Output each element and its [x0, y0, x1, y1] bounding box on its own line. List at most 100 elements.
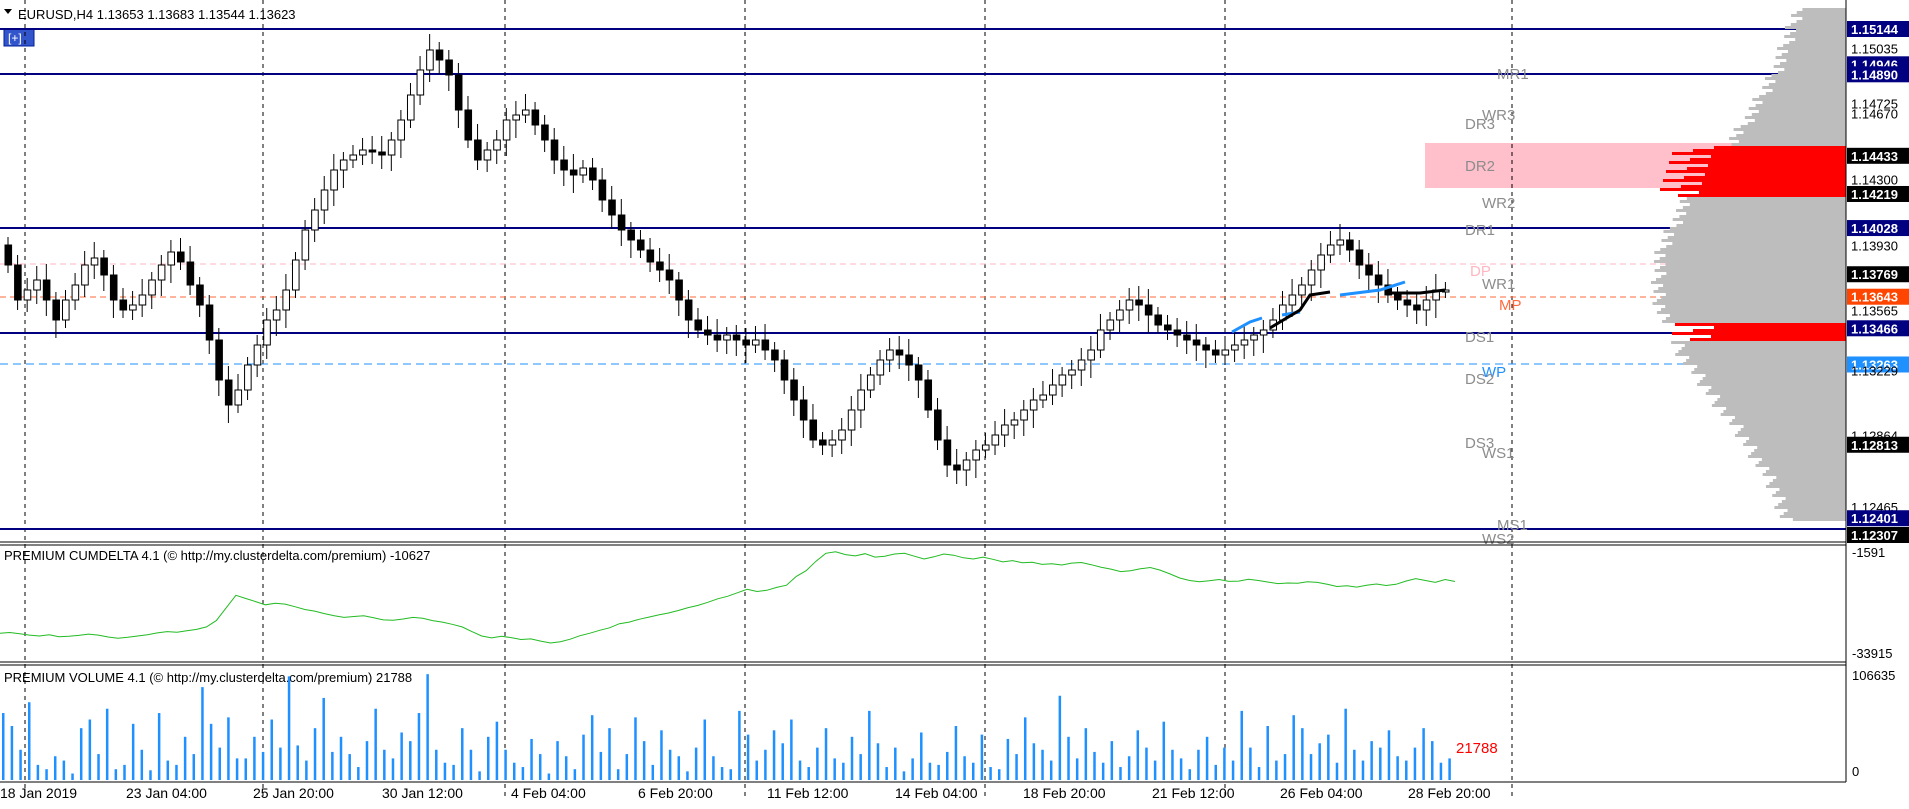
- profile-bar: [1774, 506, 1846, 509]
- profile-bar: [1653, 290, 1846, 293]
- volume-bar: [383, 749, 386, 780]
- volume-bar: [625, 754, 629, 780]
- bullish-candle: [1001, 424, 1009, 436]
- bullish-candle: [493, 139, 501, 151]
- volume-bar: [183, 736, 187, 780]
- volume-bar: [287, 676, 291, 780]
- volume-bar: [313, 728, 317, 780]
- bullish-candle: [90, 257, 99, 266]
- bearish-candle: [895, 349, 904, 356]
- profile-bar: [1675, 353, 1846, 356]
- bullish-candle: [148, 279, 156, 296]
- profile-bar: [1772, 89, 1846, 92]
- volume-bar: [1127, 756, 1131, 780]
- profile-bar: [1714, 326, 1846, 329]
- bullish-candle: [1077, 359, 1086, 371]
- bearish-candle: [1365, 264, 1373, 276]
- bullish-candle: [311, 209, 319, 231]
- profile-bar: [1785, 497, 1846, 500]
- profile-bar: [1656, 311, 1846, 314]
- price-tag: [1847, 220, 1909, 237]
- volume-profile: [1651, 8, 1846, 521]
- volume-bars: [2, 674, 1451, 780]
- profile-bar: [1711, 335, 1846, 338]
- pivot-wr1: WR1: [1482, 276, 1515, 293]
- bearish-candle: [905, 354, 913, 366]
- profile-bar: [1781, 53, 1846, 56]
- time-label: 30 Jan 12:00: [382, 785, 463, 801]
- profile-bar: [1652, 302, 1846, 305]
- profile-bar: [1674, 233, 1846, 236]
- bearish-candle: [435, 49, 444, 61]
- bullish-candle: [320, 189, 329, 211]
- price-panel[interactable]: EURUSD,H4 1.13653 1.13683 1.13544 1.1362…: [0, 0, 1846, 800]
- volume-bar: [1379, 747, 1382, 780]
- volume-bar: [45, 769, 48, 780]
- volume-bar: [461, 728, 464, 780]
- volume-bar: [417, 713, 421, 780]
- volume-bar: [88, 719, 92, 780]
- profile-bar: [1663, 284, 1846, 287]
- time-label: 6 Feb 20:00: [638, 785, 713, 801]
- volume-bar: [1318, 743, 1321, 780]
- time-label: 28 Feb 20:00: [1408, 785, 1491, 801]
- volume-panel[interactable]: PREMIUM VOLUME 4.1 (© http://my.clusterd…: [0, 661, 1846, 780]
- bearish-candle: [454, 74, 463, 111]
- bearish-candle: [953, 464, 961, 471]
- profile-bar: [1729, 137, 1846, 140]
- bullish-candle: [253, 344, 262, 366]
- profile-bar: [1776, 476, 1846, 479]
- pivot-dr1: DR1: [1465, 222, 1495, 239]
- volume-bar: [928, 762, 932, 780]
- bearish-candle: [368, 149, 377, 153]
- volume-scale-bottom: 0: [1852, 764, 1859, 779]
- profile-bar: [1666, 245, 1846, 248]
- volume-bar: [1335, 762, 1339, 780]
- volume-bar: [738, 710, 741, 780]
- profile-bar: [1784, 68, 1846, 71]
- volume-bar: [1240, 710, 1243, 780]
- bullish-candle: [426, 49, 434, 71]
- volume-bar: [244, 758, 247, 780]
- pivot-wr3: WR3: [1482, 107, 1515, 124]
- bearish-candle: [42, 279, 51, 301]
- profile-bar: [1654, 251, 1846, 254]
- bullish-candle: [157, 264, 166, 281]
- volume-bar: [19, 749, 22, 780]
- bullish-candle: [1298, 284, 1306, 296]
- volume-bar: [365, 741, 369, 780]
- profile-bar: [1762, 101, 1846, 104]
- bearish-candle: [1374, 274, 1383, 286]
- price-scale[interactable]: 1.151441.150351.149461.148901.147251.146…: [1845, 0, 1909, 809]
- volume-bar: [166, 760, 170, 780]
- profile-bar: [1720, 395, 1846, 398]
- level-lines: [0, 28, 1846, 530]
- volume-bar: [755, 760, 758, 780]
- bearish-candle: [742, 339, 750, 346]
- volume-bar: [859, 754, 862, 780]
- pivot-ws2: WS2: [1482, 531, 1515, 548]
- bullish-candle: [23, 289, 32, 301]
- volume-bar: [1405, 760, 1408, 780]
- volume-bar: [1370, 741, 1373, 780]
- time-label: 4 Feb 04:00: [511, 785, 586, 801]
- cumdelta-panel[interactable]: PREMIUM CUMDELTA 4.1 (© http://my.cluste…: [0, 541, 1846, 644]
- profile-bar: [1743, 131, 1846, 134]
- profile-bar: [1802, 8, 1846, 11]
- price-tag: [1847, 510, 1909, 527]
- bearish-candle: [109, 274, 118, 301]
- bearish-candle: [1192, 339, 1201, 346]
- bearish-candle: [914, 364, 923, 381]
- volume-bar: [1032, 743, 1036, 780]
- price-label: 1.14670: [1851, 107, 1898, 122]
- volume-bar: [807, 767, 810, 780]
- volume-bar: [720, 767, 724, 780]
- profile-bar: [1666, 170, 1846, 173]
- profile-bar: [1671, 341, 1846, 344]
- profile-bar: [1690, 158, 1846, 161]
- price-tag-label: 1.13466: [1851, 321, 1898, 336]
- dropdown-arrow-icon[interactable]: [4, 9, 12, 14]
- profile-bar: [1733, 128, 1846, 131]
- volume-bar: [547, 773, 551, 780]
